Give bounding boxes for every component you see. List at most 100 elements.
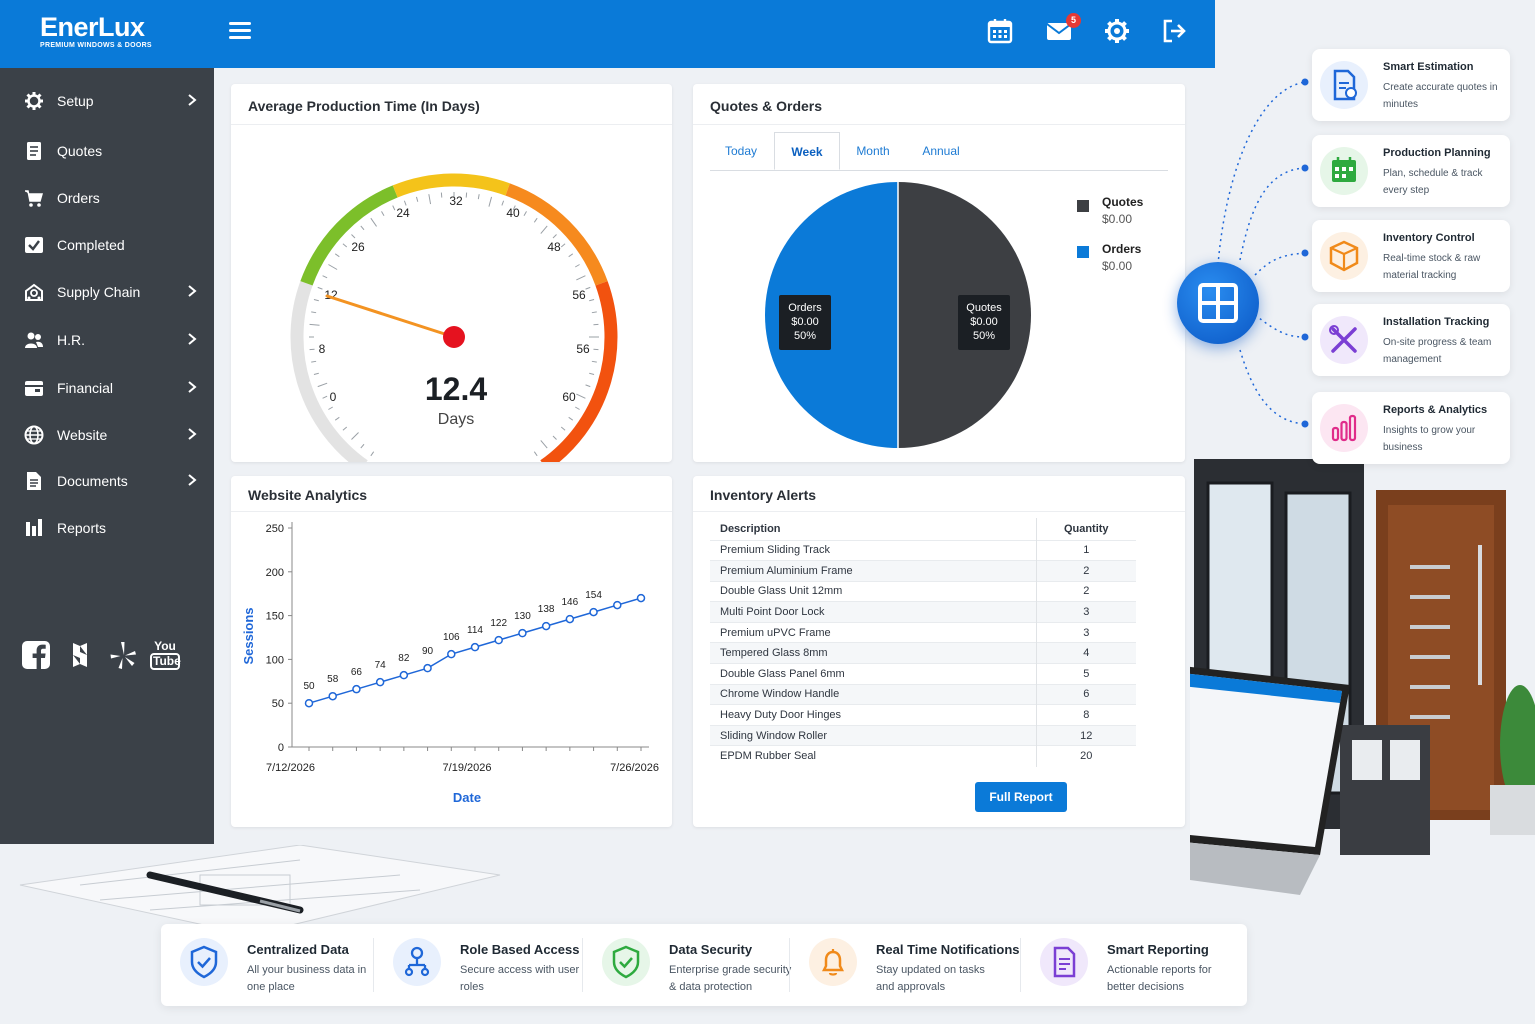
- feature-title: Production Planning: [1383, 147, 1491, 159]
- brand-logo[interactable]: EnerLux PREMIUM WINDOWS & DOORS: [40, 12, 152, 49]
- gauge-tick: [568, 416, 574, 421]
- feature-card-smart-estimation[interactable]: Smart Estimation Create accurate quotes i…: [1312, 49, 1510, 121]
- sidebar-item-website[interactable]: Website: [0, 420, 214, 450]
- bottom-feature-data-security: Data Security Enterprise grade security &…: [588, 924, 795, 1006]
- data-point: [352, 684, 361, 694]
- bottom-feature-title: Centralized Data: [247, 942, 349, 957]
- feature-card-reports-analytics[interactable]: Reports & Analytics Insights to grow your…: [1312, 392, 1510, 464]
- sidebar-item-completed[interactable]: Completed: [0, 230, 214, 260]
- y-tick-label: 250: [266, 523, 284, 535]
- calendar-icon[interactable]: [986, 17, 1014, 45]
- report-doc-icon: [1040, 938, 1088, 986]
- yelp-icon[interactable]: [108, 640, 138, 670]
- sidebar-item-documents[interactable]: Documents: [0, 466, 214, 496]
- gauge-tick: [568, 253, 574, 258]
- data-point: [328, 691, 337, 701]
- bottom-feature-real-time-notifications: Real Time Notifications Stay updated on t…: [795, 924, 1026, 1006]
- y-tick-label: 50: [272, 698, 284, 710]
- gauge-tick: [574, 406, 580, 410]
- gauge-tick: [322, 395, 328, 399]
- sidebar-item-setup[interactable]: Setup: [0, 86, 214, 116]
- gauge-needle: [325, 294, 456, 339]
- item-description: Tempered Glass 8mm: [710, 642, 1036, 664]
- houzz-icon[interactable]: [65, 640, 95, 670]
- check-square-icon: [25, 237, 43, 253]
- sidebar-item-label: Orders: [57, 190, 100, 206]
- sidebar-item-reports[interactable]: Reports: [0, 513, 214, 543]
- table-row: Chrome Window Handle 6: [710, 683, 1136, 705]
- sidebar-item-supply-chain[interactable]: Supply Chain: [0, 277, 214, 307]
- chevron-right-icon: [188, 285, 197, 297]
- gauge-band-yellow: [392, 173, 510, 198]
- tab-annual[interactable]: Annual: [922, 144, 960, 158]
- x-tick-label: 7/26/2026: [610, 762, 659, 774]
- tab-month[interactable]: Month: [856, 144, 890, 158]
- hub-connectors: [1217, 78, 1309, 428]
- facebook-icon[interactable]: [21, 640, 51, 670]
- pie-slice-orders: [765, 182, 898, 448]
- sidebar-item-label: Quotes: [57, 143, 103, 159]
- tab-week[interactable]: Week: [774, 132, 840, 170]
- feature-description: Create accurate quotes in minutes: [1383, 82, 1498, 110]
- gauge-tick-label: 60: [562, 390, 576, 404]
- legend-swatch-orders: [1077, 246, 1089, 258]
- sidebar-item-h-r[interactable]: H.R.: [0, 325, 214, 355]
- sidebar-item-quotes[interactable]: Quotes: [0, 136, 214, 166]
- sidebar-item-financial[interactable]: Financial: [0, 373, 214, 403]
- gauge-tick: [552, 435, 557, 440]
- bottom-feature-centralized-data: Centralized Data All your business data i…: [166, 924, 379, 1006]
- divider: [373, 938, 374, 992]
- feature-title: Installation Tracking: [1383, 316, 1490, 328]
- data-label: 146: [562, 597, 579, 608]
- gear-icon[interactable]: [1103, 17, 1131, 45]
- tab-today[interactable]: Today: [724, 144, 758, 158]
- gauge-tick: [589, 372, 595, 376]
- item-description: Multi Point Door Lock: [710, 601, 1036, 623]
- data-label: 74: [375, 660, 387, 671]
- item-description: EPDM Rubber Seal: [710, 745, 1036, 767]
- inventory-card: Inventory Alerts Description Quantity Pre…: [693, 476, 1185, 827]
- youtube-icon[interactable]: You Tube: [150, 640, 181, 670]
- gauge-tick: [591, 311, 597, 314]
- table-header-row: Description Quantity: [710, 518, 1136, 540]
- sidebar-item-orders[interactable]: Orders: [0, 183, 214, 213]
- item-description: Double Glass Unit 12mm: [710, 580, 1036, 602]
- gauge-band-red: [540, 281, 618, 462]
- y-tick-label: 100: [266, 654, 284, 666]
- chevron-right-icon: [188, 381, 197, 393]
- data-label: 66: [351, 667, 363, 678]
- shield-check-icon: [180, 938, 228, 986]
- feature-card-production-planning[interactable]: Production Planning Plan, schedule & trac…: [1312, 135, 1510, 207]
- table-row: Premium Sliding Track 1: [710, 539, 1136, 561]
- full-report-button[interactable]: Full Report: [975, 782, 1067, 812]
- item-description: Premium Aluminium Frame: [710, 560, 1036, 582]
- table-row: Double Glass Unit 12mm 2: [710, 580, 1136, 602]
- feature-card-inventory-control[interactable]: Inventory Control Real-time stock & raw m…: [1312, 220, 1510, 292]
- quotes-orders-title: Quotes & Orders: [710, 98, 823, 114]
- cart-icon: [25, 190, 43, 207]
- feature-description: Real-time stock & raw material tracking: [1383, 253, 1481, 281]
- bottom-feature-description: Enterprise grade security & data protect…: [669, 964, 792, 993]
- data-point: [541, 621, 551, 631]
- data-label: 90: [422, 646, 434, 657]
- gauge-tick: [589, 298, 595, 302]
- hamburger-menu-icon[interactable]: [229, 22, 251, 40]
- data-point: [423, 663, 432, 673]
- mail-icon[interactable]: [1045, 17, 1073, 45]
- gauge-tick: [585, 286, 591, 290]
- estimate-doc-icon: [1320, 61, 1368, 109]
- gauge-tick-label: 0: [330, 390, 337, 404]
- table-row: Heavy Duty Door Hinges 8: [710, 704, 1136, 726]
- data-label: 114: [467, 625, 483, 636]
- modules-hub-icon[interactable]: [1177, 262, 1259, 344]
- orders-slice-label: Orders $0.00 50%: [779, 295, 831, 350]
- feature-description: Plan, schedule & track every step: [1383, 168, 1483, 196]
- blueprint-illustration: [19, 845, 501, 936]
- logout-icon[interactable]: [1160, 17, 1188, 45]
- feature-card-installation-tracking[interactable]: Installation Tracking On-site progress & …: [1312, 304, 1510, 376]
- gear-icon: [25, 92, 43, 110]
- gauge-needle-hub: [443, 326, 465, 348]
- gauge-tick: [360, 443, 365, 449]
- wallet-icon: [25, 381, 43, 396]
